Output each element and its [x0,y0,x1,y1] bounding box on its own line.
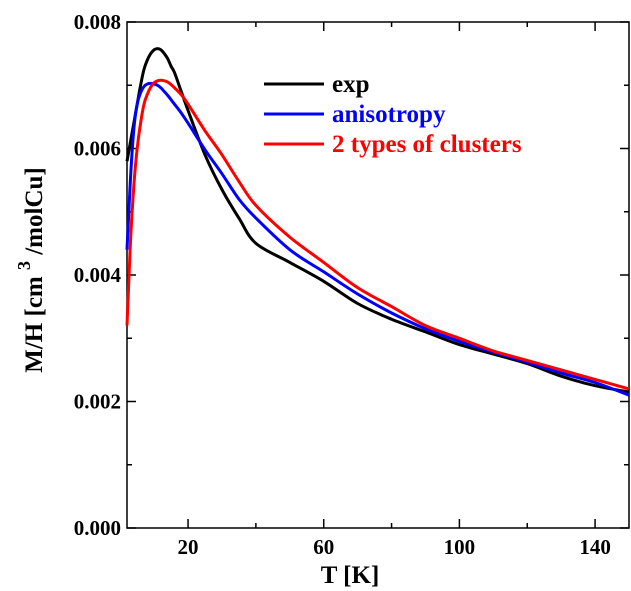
axis-ticks: 20 60 100 140 0.000 0.002 0.004 0.006 0.008 [74,10,629,559]
y-axis-title-main: M/H [cm [21,276,48,373]
x-tick-label: 140 [579,535,611,559]
y-axis-title-rest: /molCu] [21,167,48,256]
legend: exp anisotropy 2 types of clusters [264,71,522,158]
legend-label-exp: exp [332,71,370,98]
y-tick-label: 0.000 [74,516,121,540]
y-tick-label: 0.002 [74,390,121,414]
plot-frame [126,21,630,529]
series-line-anisotropy [125,81,630,397]
y-axis-title: M/H [cm 3 /molCu] [9,167,48,372]
x-tick-label: 60 [313,535,334,559]
y-tick-label: 0.008 [74,10,121,34]
x-tick-label: 20 [178,535,199,559]
legend-label-clusters: 2 types of clusters [332,131,522,158]
series-lines [125,47,630,397]
legend-label-anisotropy: anisotropy [332,101,446,128]
series-line-2-types-of-clusters [125,78,630,391]
y-tick-label: 0.006 [74,137,121,161]
y-axis-title-superscript: 3 [14,261,34,270]
x-axis-title: T [K] [321,562,380,589]
x-tick-label: 100 [444,535,476,559]
y-tick-label: 0.004 [74,263,122,287]
